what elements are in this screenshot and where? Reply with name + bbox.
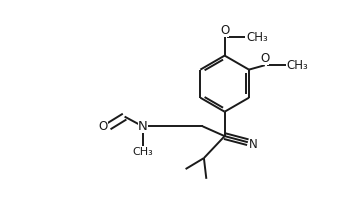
Text: O: O (260, 52, 270, 65)
Text: CH₃: CH₃ (247, 31, 269, 44)
Text: CH₃: CH₃ (287, 59, 308, 72)
Text: O: O (220, 24, 229, 37)
Text: N: N (138, 120, 148, 133)
Text: N: N (249, 138, 258, 151)
Text: CH₃: CH₃ (132, 147, 153, 157)
Text: O: O (99, 120, 108, 133)
